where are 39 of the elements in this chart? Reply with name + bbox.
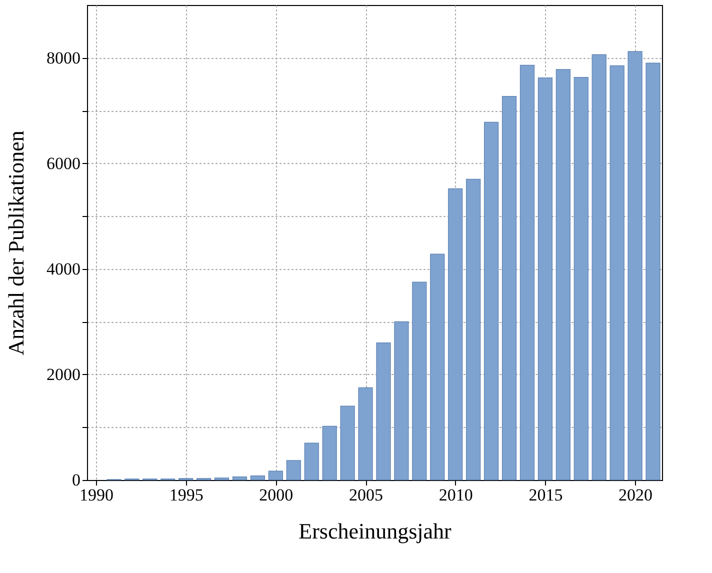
y-tick-label: 6000 bbox=[46, 154, 80, 173]
bar bbox=[430, 254, 445, 480]
bar bbox=[250, 475, 266, 480]
x-axis-title: Erscheinungsjahr bbox=[298, 518, 452, 544]
y-tick-label: 4000 bbox=[46, 259, 80, 278]
bar bbox=[574, 77, 588, 480]
bar bbox=[412, 282, 427, 480]
bar bbox=[520, 64, 535, 480]
bar bbox=[556, 69, 570, 480]
y-tick-label: 2000 bbox=[46, 364, 80, 384]
y-axis-title: Anzahl der Publikationen bbox=[4, 130, 28, 356]
bar bbox=[628, 51, 642, 480]
bar bbox=[610, 65, 624, 480]
x-tick-label: 1990 bbox=[79, 486, 114, 504]
bar bbox=[304, 442, 319, 480]
bar bbox=[268, 470, 283, 480]
y-tick-label: 8000 bbox=[46, 48, 80, 68]
bar bbox=[592, 54, 606, 480]
x-tick-label: 1995 bbox=[169, 486, 204, 504]
bar bbox=[394, 321, 409, 480]
bar bbox=[466, 178, 481, 480]
bar bbox=[502, 96, 517, 480]
x-tick-label: 2000 bbox=[259, 486, 294, 504]
bar bbox=[286, 460, 301, 480]
x-tick-label: 2015 bbox=[528, 486, 563, 504]
y-tick-label: 0 bbox=[72, 470, 80, 490]
x-tick-label: 2010 bbox=[438, 486, 473, 504]
bar bbox=[340, 406, 355, 480]
x-tick-label: 2005 bbox=[349, 486, 384, 504]
bar bbox=[448, 188, 463, 480]
bar bbox=[214, 478, 230, 480]
bar bbox=[538, 78, 553, 480]
x-tick-label: 2020 bbox=[618, 486, 653, 504]
bar bbox=[646, 62, 660, 480]
bar bbox=[322, 426, 337, 480]
bar bbox=[232, 476, 248, 480]
bar bbox=[358, 387, 373, 480]
bar bbox=[484, 122, 499, 480]
bar bbox=[376, 342, 391, 480]
